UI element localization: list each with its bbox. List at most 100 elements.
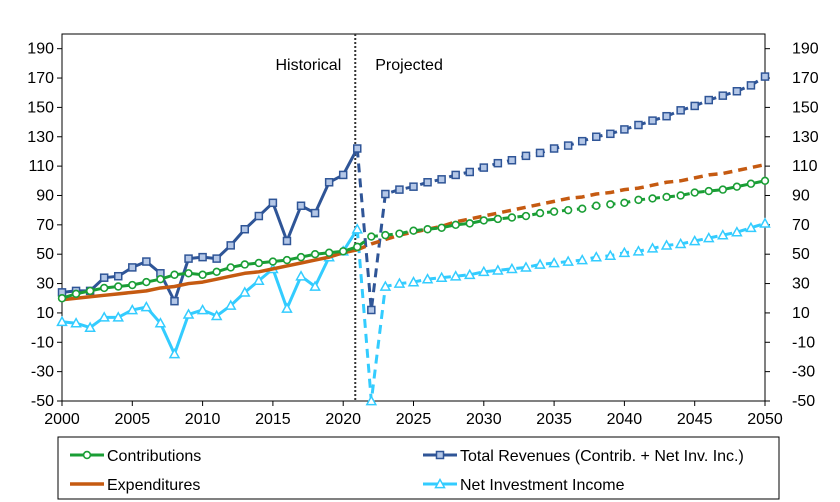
data-point <box>353 144 362 153</box>
data-point <box>365 394 378 406</box>
series-line-historical <box>61 245 358 300</box>
y-tick-label-right: 90 <box>792 187 810 204</box>
data-point <box>253 274 265 285</box>
data-point <box>479 216 488 225</box>
data-point <box>465 219 474 228</box>
data-point <box>620 198 629 208</box>
data-point <box>339 247 348 256</box>
data-point <box>478 265 490 277</box>
y-tick-label-left: -30 <box>31 364 54 381</box>
data-point <box>70 317 82 328</box>
data-point <box>198 270 207 279</box>
y-tick-label-left: 130 <box>27 129 54 146</box>
data-point <box>592 201 601 210</box>
data-point <box>324 178 334 187</box>
data-point <box>324 248 334 257</box>
y-tick-label-right: 30 <box>792 276 810 293</box>
legend-label: Total Revenues (Contrib. + Net Inv. Inc.… <box>460 448 744 465</box>
data-point <box>492 264 504 275</box>
data-point <box>113 271 123 281</box>
data-point <box>395 229 404 238</box>
data-point <box>688 234 701 246</box>
data-point <box>690 101 699 111</box>
data-point <box>56 315 68 327</box>
annotation-historical: Historical <box>275 57 341 74</box>
data-point <box>57 294 67 303</box>
data-point <box>746 179 756 188</box>
plot-frame <box>61 33 766 402</box>
y-tick-label-right: -10 <box>792 334 815 351</box>
x-tick-label: 2015 <box>255 411 291 428</box>
data-point <box>521 211 531 221</box>
data-point <box>282 236 292 246</box>
data-point <box>676 106 685 115</box>
y-tick-label-left: 110 <box>28 158 54 175</box>
data-point <box>393 277 406 288</box>
data-point <box>309 280 321 291</box>
data-point <box>423 178 432 187</box>
data-point <box>437 223 446 232</box>
data-point <box>184 269 193 278</box>
data-point <box>99 283 109 293</box>
data-point <box>367 305 376 315</box>
data-point <box>674 237 687 249</box>
data-point <box>493 214 503 224</box>
data-point <box>506 262 518 274</box>
data-point <box>196 303 209 315</box>
data-point <box>718 91 728 100</box>
data-point <box>590 251 603 262</box>
data-point <box>254 258 264 268</box>
data-point <box>479 163 489 172</box>
data-point <box>577 136 587 146</box>
data-point <box>576 254 588 265</box>
series-line-projected <box>355 75 766 312</box>
series-contributions <box>57 176 770 303</box>
data-point <box>620 125 629 134</box>
data-point <box>634 120 643 130</box>
y-tick-label-right: 10 <box>792 305 810 322</box>
y-tick-label-left: 70 <box>36 217 54 234</box>
y-tick-label-left: 90 <box>36 187 54 204</box>
data-point <box>126 303 139 315</box>
y-tick-label-left: -50 <box>31 393 54 410</box>
data-point <box>592 132 601 142</box>
data-point <box>606 129 615 139</box>
data-point <box>732 182 742 191</box>
series-line-historical <box>61 248 358 302</box>
series-line-projected <box>356 179 766 249</box>
data-point <box>268 198 278 208</box>
data-point <box>239 286 251 297</box>
data-point <box>170 296 179 306</box>
data-point <box>463 268 476 280</box>
data-point <box>182 308 195 319</box>
data-point <box>423 225 432 234</box>
data-point <box>507 155 517 165</box>
data-point <box>760 176 770 186</box>
data-point <box>437 175 446 184</box>
data-point <box>759 217 771 228</box>
y-tick-label-left: 10 <box>36 305 54 322</box>
data-point <box>646 242 659 253</box>
data-point <box>563 205 573 215</box>
data-point <box>660 239 673 250</box>
data-point <box>240 260 249 269</box>
series-expenditures <box>61 162 766 302</box>
legend-item: Expenditures <box>70 477 200 494</box>
data-point <box>535 148 545 158</box>
data-point <box>606 200 615 209</box>
data-point <box>156 274 165 284</box>
data-point <box>381 189 390 199</box>
data-point <box>170 270 179 279</box>
data-point <box>210 309 223 321</box>
data-point <box>112 311 125 322</box>
data-point <box>745 221 757 233</box>
data-point <box>534 258 546 269</box>
data-point <box>310 250 320 259</box>
data-point <box>760 72 770 81</box>
data-point <box>717 229 729 240</box>
data-point <box>409 226 418 235</box>
x-tick-label: 2030 <box>466 411 502 428</box>
legend-label: Contributions <box>107 448 201 465</box>
data-point <box>521 151 531 161</box>
